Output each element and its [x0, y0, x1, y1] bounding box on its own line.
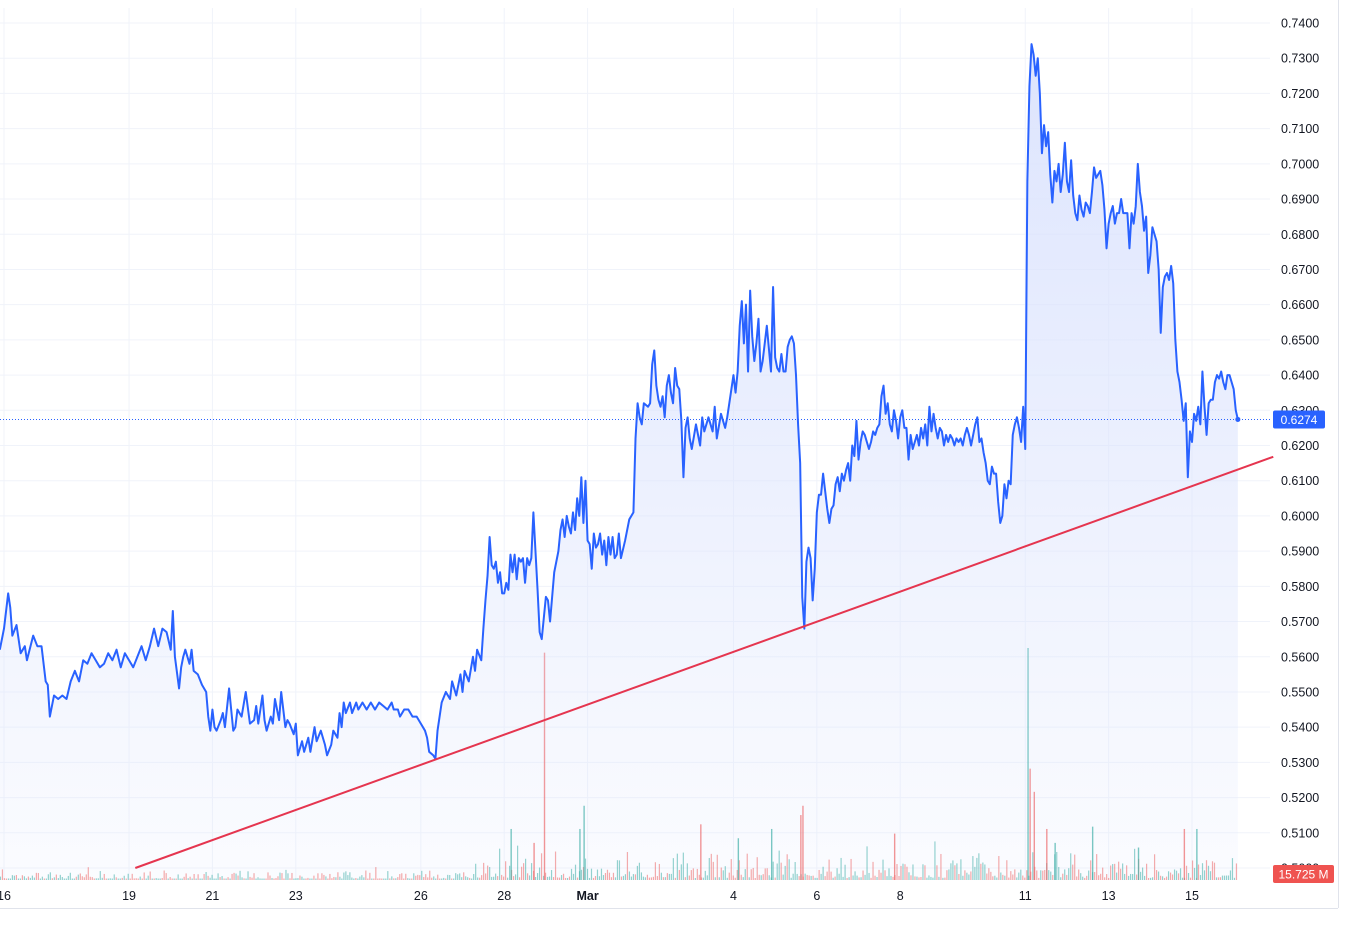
y-tick-label: 0.6000	[1281, 509, 1319, 523]
x-tick-label: 21	[205, 889, 219, 903]
y-tick-label: 0.5300	[1281, 756, 1319, 770]
y-tick-label: 0.7400	[1281, 17, 1319, 31]
time-axis[interactable]: 16 19 21 23 26 28 Mar 4 6 8 11 13 15	[0, 889, 1338, 909]
x-tick-label: 6	[813, 889, 820, 903]
y-tick-label: 0.5900	[1281, 545, 1319, 559]
x-tick-label: 19	[122, 889, 136, 903]
y-tick-label: 0.5500	[1281, 685, 1319, 699]
trendline[interactable]	[134, 455, 1274, 869]
x-tick-label: 13	[1102, 889, 1116, 903]
x-tick-label: 8	[897, 889, 904, 903]
price-axis[interactable]: 0.7400 0.7300 0.7200 0.7100 0.7000 0.6900 0.68…	[1281, 0, 1339, 908]
y-tick-label: 0.5800	[1281, 580, 1319, 594]
x-tick-label: 15	[1185, 889, 1199, 903]
axis-badges: 0.6274 15.725 M	[1273, 410, 1334, 883]
y-tick-label: 0.7000	[1281, 157, 1319, 171]
y-tick-label: 0.6800	[1281, 228, 1319, 242]
price-line-layer	[0, 43, 1270, 760]
price-line[interactable]	[0, 43, 1239, 760]
y-tick-label: 0.5200	[1281, 791, 1319, 805]
x-tick-label: 4	[730, 889, 737, 903]
y-tick-label: 0.5100	[1281, 826, 1319, 840]
volume-badge-label: 15.725 M	[1278, 868, 1328, 882]
x-tick-label: 26	[414, 889, 428, 903]
volume-badge	[1273, 865, 1334, 883]
y-tick-label: 0.5600	[1281, 650, 1319, 664]
y-tick-label: 0.7200	[1281, 87, 1319, 101]
trendline-layer[interactable]	[134, 455, 1274, 869]
y-tick-label: 0.5700	[1281, 615, 1319, 629]
x-tick-label: 28	[497, 889, 511, 903]
y-tick-label: 0.5400	[1281, 721, 1319, 735]
y-tick-label: 0.6900	[1281, 193, 1319, 207]
y-tick-label: 0.6700	[1281, 263, 1319, 277]
last-price-badge-label: 0.6274	[1281, 413, 1318, 427]
price-area-fill	[0, 44, 1238, 880]
x-tick-label: 23	[289, 889, 303, 903]
price-area	[0, 44, 1238, 880]
y-tick-label: 0.7100	[1281, 122, 1319, 136]
y-tick-label: 0.6500	[1281, 333, 1319, 347]
x-tick-label: Mar	[576, 889, 598, 903]
last-price-marker	[1235, 416, 1241, 422]
y-tick-label: 0.6100	[1281, 474, 1319, 488]
x-tick-label: 16	[0, 889, 11, 903]
y-tick-label: 0.7300	[1281, 52, 1319, 66]
y-tick-label: 0.6400	[1281, 369, 1319, 383]
y-tick-label: 0.6200	[1281, 439, 1319, 453]
y-tick-label: 0.6600	[1281, 298, 1319, 312]
last-price-badge	[1273, 410, 1325, 429]
x-tick-label: 11	[1019, 889, 1032, 903]
